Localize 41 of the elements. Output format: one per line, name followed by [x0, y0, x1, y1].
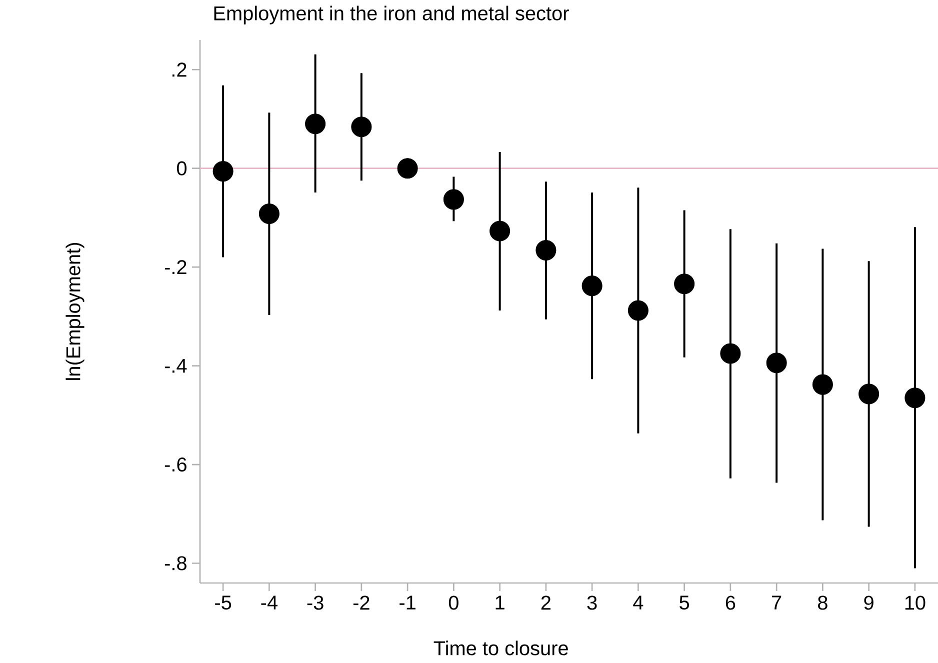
x-tick-label: 2 — [541, 596, 550, 610]
point — [212, 161, 234, 182]
point — [720, 343, 741, 364]
x-tick-label: 5 — [680, 596, 690, 610]
x-tick-label: 4 — [633, 596, 644, 610]
point — [443, 189, 464, 210]
x-tick-label: 9 — [864, 596, 874, 610]
point — [305, 114, 326, 134]
x-axis-title: Time to closure — [434, 640, 568, 656]
point — [858, 384, 880, 404]
point — [490, 220, 510, 242]
x-tick-label: -1 — [400, 596, 416, 610]
x-tick-label: 10 — [905, 596, 926, 610]
y-tick-label: -.6 — [164, 457, 186, 472]
x-tick-label: 3 — [587, 596, 597, 610]
y-axis-title: ln(Employment) — [66, 243, 84, 380]
x-tick-label: 8 — [818, 596, 828, 610]
x-tick-label: 7 — [772, 596, 782, 610]
point — [674, 274, 695, 294]
x-tick-label: 0 — [448, 596, 458, 610]
point — [582, 276, 602, 296]
point — [766, 352, 787, 374]
point — [258, 203, 280, 224]
x-tick-label: -4 — [261, 596, 278, 610]
x-tick-label: -5 — [215, 596, 232, 610]
point — [904, 388, 926, 408]
x-tick-label: -2 — [353, 596, 370, 610]
point — [812, 374, 833, 395]
x-tick-label: 1 — [496, 596, 504, 610]
y-tick-label: -.2 — [164, 260, 186, 274]
point — [397, 158, 418, 179]
point — [628, 300, 648, 321]
point — [351, 116, 372, 138]
point — [536, 240, 556, 261]
y-tick-label: 0 — [176, 161, 187, 176]
y-tick-label: .2 — [172, 62, 186, 77]
x-tick-label: 6 — [726, 596, 736, 610]
y-tick-label: -.4 — [164, 358, 187, 373]
x-tick-label: -3 — [307, 596, 324, 610]
chart-title: Employment in the iron and metal sector — [214, 6, 569, 24]
y-tick-label: -.8 — [164, 556, 186, 570]
